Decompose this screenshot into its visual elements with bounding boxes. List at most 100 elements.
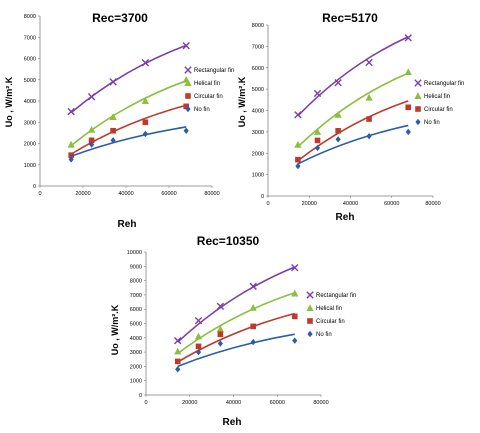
chart-1-legend-label: Rectangular fin	[194, 68, 234, 74]
chart-1-point	[142, 119, 149, 126]
chart-1-legend-marker	[185, 105, 191, 113]
chart-panel-3: Rec=10350 Uo , W/m².K Reh 0 1000 2000 3000 4…	[110, 234, 356, 428]
chart-1-point	[68, 156, 74, 163]
chart-2-legend-label: No fin	[424, 120, 440, 126]
chart-3-point	[195, 343, 202, 350]
chart-1-xlabel: Reh	[118, 219, 137, 230]
chart-1-point	[67, 140, 75, 148]
x-tick-label: 80000	[425, 201, 440, 207]
y-tick-label: 3000	[252, 130, 264, 136]
chart-1-point	[183, 103, 189, 110]
chart-3-legend-marker	[306, 304, 314, 311]
chart-3-plot-area: 0 1000 2000 3000 4000 5000 6000 7000 8000 9000 100…	[127, 250, 357, 406]
chart-2-point	[366, 116, 372, 122]
chart-1-title: Rec=3700	[92, 11, 148, 25]
chart-3-point	[291, 264, 299, 272]
chart-2-point	[404, 68, 412, 76]
chart-1-point	[183, 127, 189, 134]
chart-2-fit-line-0	[297, 36, 409, 117]
chart-2-point	[295, 156, 301, 163]
chart-2-axes	[267, 25, 433, 197]
chart-3-point	[175, 366, 181, 373]
x-tick-label: 0	[144, 400, 147, 406]
x-tick-label: 60000	[270, 400, 285, 406]
chart-1-point	[182, 42, 190, 50]
x-tick-label: 20000	[182, 400, 197, 406]
chart-3-ylabel: Uo , W/m².K	[110, 304, 120, 355]
chart-2-point	[314, 137, 321, 144]
chart-2-point	[294, 111, 302, 119]
chart-2-legend-marker	[414, 92, 422, 99]
y-tick-label: 4000	[130, 336, 142, 342]
chart-3-point	[217, 340, 223, 347]
chart-panel-1: Rec=3700 Uo , W/m².K Reh 0 1000 2000 3000 40…	[4, 11, 234, 230]
y-tick-label: 5000	[24, 78, 36, 84]
chart-2-legend-marker	[414, 79, 422, 87]
x-tick-label: 0	[38, 191, 41, 197]
chart-2-ylabel: Uo , W/m².K	[237, 76, 247, 127]
chart-3-legend-label: Circular fin	[316, 319, 345, 325]
chart-3-point	[249, 282, 257, 291]
y-tick-label: 4000	[252, 109, 264, 115]
chart-2-point	[366, 132, 372, 140]
chart-3-legend-marker	[306, 291, 314, 299]
chart-2-fit-line-2	[297, 100, 409, 162]
chart-1-fit-line-3	[70, 126, 187, 158]
chart-2-point	[335, 128, 341, 134]
chart-panel-2: Rec=5170 Uo , W/m².K Reh 0 1000 2000 3000 40…	[237, 11, 464, 223]
chart-1-point	[141, 97, 149, 104]
y-tick-label: 5000	[130, 322, 142, 328]
chart-3-title: Rec=10350	[197, 234, 260, 248]
chart-1-legend-marker	[185, 93, 191, 99]
y-tick-label: 0	[139, 393, 142, 399]
chart-2-fit-line-3	[297, 124, 409, 165]
x-tick-label: 60000	[161, 191, 176, 197]
y-tick-label: 1000	[24, 163, 36, 169]
chart-1-legend-label: Circular fin	[194, 94, 223, 100]
x-tick-label: 60000	[384, 201, 399, 207]
chart-3-point	[217, 331, 224, 338]
x-tick-label: 80000	[313, 400, 328, 406]
chart-3-point	[194, 316, 203, 325]
x-tick-label: 40000	[343, 201, 358, 207]
chart-3-point	[174, 336, 182, 345]
chart-3-fit-line-1	[177, 291, 296, 355]
y-tick-label: 8000	[24, 14, 36, 20]
y-tick-label: 7000	[24, 35, 36, 41]
chart-2-point	[334, 110, 342, 118]
chart-3-point	[216, 325, 224, 333]
y-tick-label: 2000	[252, 151, 264, 157]
y-tick-label: 7000	[130, 293, 142, 299]
chart-1-point	[87, 93, 96, 101]
chart-3-point	[291, 289, 299, 297]
chart-1-point	[110, 137, 116, 144]
chart-3-legend-marker	[307, 318, 313, 324]
y-tick-label: 6000	[24, 57, 36, 63]
chart-2-legend-label: Rectangular fin	[424, 81, 464, 87]
chart-3-point	[174, 358, 181, 365]
x-tick-label: 0	[266, 201, 269, 207]
chart-2-point	[294, 140, 302, 148]
chart-1-point	[68, 152, 74, 158]
chart-1-legend-label: Helical fin	[194, 81, 220, 87]
chart-3-xlabel: Reh	[223, 417, 242, 428]
chart-2-legend-marker	[415, 106, 421, 112]
y-tick-label: 0	[33, 184, 36, 190]
y-tick-label: 2000	[130, 364, 142, 370]
chart-1-legend-marker	[184, 79, 192, 86]
chart-1-point	[109, 78, 117, 86]
chart-2-point	[334, 79, 342, 87]
chart-2-legend-marker	[415, 118, 421, 126]
chart-2-point	[405, 128, 411, 136]
chart-1-point	[110, 127, 116, 134]
y-tick-label: 3000	[24, 120, 36, 126]
chart-3-axes	[145, 252, 321, 396]
chart-1-legend-label: No fin	[194, 107, 210, 113]
chart-2-point	[335, 136, 341, 143]
y-tick-label: 10000	[127, 250, 142, 256]
chart-1-point	[141, 59, 150, 67]
y-tick-label: 6000	[130, 307, 142, 313]
chart-3-point	[216, 302, 225, 311]
